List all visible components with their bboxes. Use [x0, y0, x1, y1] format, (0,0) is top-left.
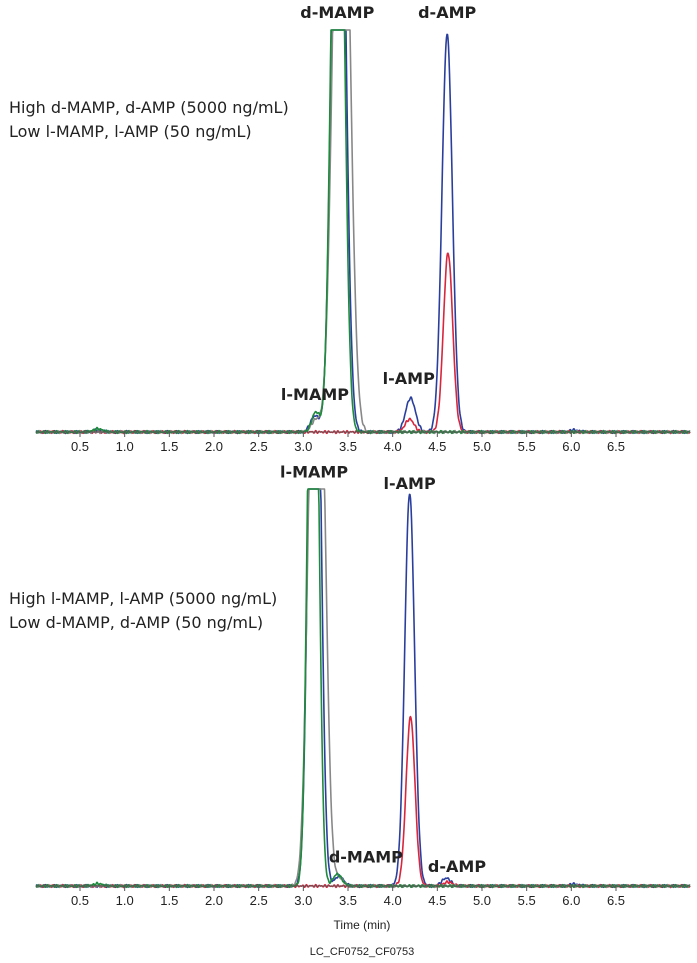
peak-label: l-MAMP — [281, 385, 349, 404]
chromatogram-trace — [35, 488, 691, 889]
x-tick-label: 6.5 — [607, 893, 625, 908]
condition-line: High d-MAMP, d-AMP (5000 ng/mL) — [9, 98, 289, 117]
peak-label: d-AMP — [428, 857, 486, 876]
x-tick-label: 5.5 — [518, 439, 536, 454]
condition-line: Low l-MAMP, l-AMP (50 ng/mL) — [9, 122, 252, 141]
x-tick-label: 6.0 — [562, 893, 580, 908]
peak-label: d-MAMP — [329, 847, 403, 866]
x-tick-label: 4.5 — [428, 439, 446, 454]
chromatogram-trace — [35, 29, 691, 435]
x-tick-label: 6.5 — [607, 439, 625, 454]
x-tick-label: 6.0 — [562, 439, 580, 454]
condition-line: High l-MAMP, l-AMP (5000 ng/mL) — [9, 589, 278, 608]
chromatogram-trace — [35, 252, 691, 435]
chromatogram-bottom-panel: 0.5 1.0 1.5 2.0 2.5 3.0 3.5 4.0 4.5 5.0 5.5 6.0 6.5 l… — [35, 462, 691, 908]
x-tick-label: 0.5 — [71, 893, 89, 908]
peak-label: l-AMP — [383, 369, 435, 388]
chromatogram-top-panel: 0.5 1.0 1.5 2.0 2.5 3.0 3.5 4.0 4.5 5.0 5.5 6.0 6.5 d… — [35, 3, 691, 454]
x-tick-label: 1.0 — [116, 893, 134, 908]
peak-label: l-MAMP — [280, 462, 348, 481]
x-tick-label: 3.5 — [339, 439, 357, 454]
x-tick-label: 5.5 — [518, 893, 536, 908]
x-tick-label: 3.5 — [339, 893, 357, 908]
x-tick-label: 0.5 — [71, 439, 89, 454]
x-tick-label: 4.0 — [384, 893, 402, 908]
x-tick-label: 4.5 — [428, 893, 446, 908]
chromatogram-trace — [35, 488, 691, 889]
bottom-condition-text: High l-MAMP, l-AMP (5000 ng/mL) Low d-MA… — [9, 587, 277, 635]
x-tick-label: 1.0 — [116, 439, 134, 454]
x-tick-label: 2.5 — [250, 439, 268, 454]
condition-line: Low d-MAMP, d-AMP (50 ng/mL) — [9, 613, 264, 632]
peak-label: d-MAMP — [300, 3, 374, 22]
x-tick-label: 5.0 — [473, 893, 491, 908]
x-tick-label: 1.5 — [160, 893, 178, 908]
chromatogram-trace — [35, 29, 691, 435]
peak-label: d-AMP — [418, 3, 476, 22]
x-tick-label: 4.0 — [384, 439, 402, 454]
x-tick-label: 2.0 — [205, 893, 223, 908]
chromatogram-trace — [35, 29, 691, 435]
x-tick-label: 2.0 — [205, 439, 223, 454]
figure-footer: LC_CF0752_CF0753 — [310, 946, 415, 958]
x-tick-label: 2.5 — [250, 893, 268, 908]
chromatogram-trace — [35, 488, 691, 889]
x-axis-label: Time (min) — [334, 918, 391, 932]
x-tick-label: 3.0 — [294, 439, 312, 454]
x-tick-label: 3.0 — [294, 893, 312, 908]
x-tick-label: 1.5 — [160, 439, 178, 454]
peak-label: l-AMP — [384, 474, 436, 493]
top-condition-text: High d-MAMP, d-AMP (5000 ng/mL) Low l-MA… — [9, 96, 289, 144]
x-tick-label: 5.0 — [473, 439, 491, 454]
